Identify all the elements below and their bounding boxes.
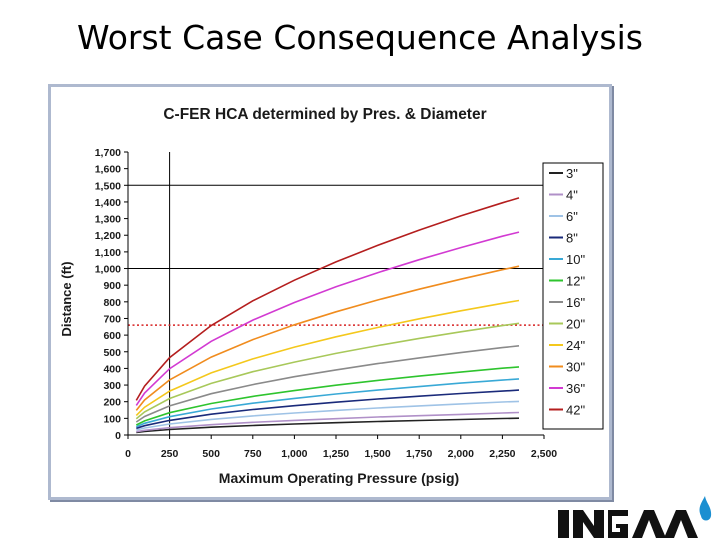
y-tick-label: 1,300 (95, 214, 121, 226)
series-line-10 (135, 231, 520, 406)
legend-label: 4" (566, 188, 578, 203)
y-tick-label: 700 (103, 313, 121, 325)
x-tick-label: 1,000 (281, 448, 307, 460)
x-tick-label: 250 (161, 448, 179, 460)
legend-label: 12" (566, 274, 585, 289)
legend-label: 36" (566, 381, 585, 396)
x-tick-label: 500 (202, 448, 220, 460)
y-axis-label: Distance (ft) (59, 261, 74, 336)
chart-title: C-FER HCA determined by Pres. & Diameter (163, 106, 486, 123)
legend-label: 8" (566, 231, 578, 246)
x-tick-label: 0 (125, 448, 131, 460)
series-line-7 (135, 322, 520, 420)
series-line-9 (135, 265, 520, 411)
x-tick-label: 2,500 (531, 448, 557, 460)
x-tick-label: 1,500 (364, 448, 390, 460)
x-axis-label: Maximum Operating Pressure (psig) (219, 470, 459, 486)
series-line-2 (136, 400, 520, 431)
series-line-4 (135, 378, 520, 428)
ingaa-logo-mark (558, 496, 712, 538)
y-tick-label: 600 (103, 330, 121, 342)
series-line-0 (136, 417, 520, 434)
series-line-6 (135, 345, 520, 423)
chart-frame: 0 100 200 300 400 500 600 700 800 900 1,000 1,100 1,… (48, 84, 612, 500)
y-tick-label: 0 (115, 430, 121, 442)
legend-label: 42" (566, 403, 585, 418)
y-tick-label: 1,700 (95, 147, 121, 159)
series-line-1 (136, 411, 520, 433)
series-line-11 (135, 197, 520, 401)
ingaa-logo (558, 496, 712, 538)
y-tick-label: 900 (103, 280, 121, 292)
y-tick-label: 1,600 (95, 164, 121, 176)
y-tick-label: 1,500 (95, 180, 121, 192)
y-tick-label: 200 (103, 397, 121, 409)
y-tick-label: 1,100 (95, 247, 121, 259)
y-tick-label: 400 (103, 363, 121, 375)
series-line-8 (135, 299, 520, 416)
x-tick-label: 2,250 (489, 448, 515, 460)
y-tick-label: 300 (103, 380, 121, 392)
x-tick-label: 750 (244, 448, 262, 460)
y-tick-label: 1,400 (95, 197, 121, 209)
slide-title: Worst Case Consequence Analysis (77, 18, 643, 57)
x-tick-label: 1,250 (323, 448, 349, 460)
series-line-5 (135, 366, 520, 426)
y-tick-label: 1,200 (95, 230, 121, 242)
legend-label: 16" (566, 295, 585, 310)
y-tick-label: 800 (103, 297, 121, 309)
line-chart: 0 100 200 300 400 500 600 700 800 900 1,000 1,100 1,… (59, 106, 604, 486)
legend-box (542, 162, 604, 430)
legend-label: 10" (566, 252, 585, 267)
x-tick-label: 2,000 (448, 448, 474, 460)
series-line-3 (136, 389, 520, 430)
legend-label: 3" (566, 166, 578, 181)
legend-label: 20" (566, 317, 585, 332)
y-tick-label: 500 (103, 347, 121, 359)
legend-label: 24" (566, 338, 585, 353)
y-tick-label: 100 (103, 413, 121, 425)
y-tick-label: 1,000 (95, 264, 121, 276)
x-tick-label: 1,750 (406, 448, 432, 460)
legend-label: 6" (566, 209, 578, 224)
legend-label: 30" (566, 360, 585, 375)
